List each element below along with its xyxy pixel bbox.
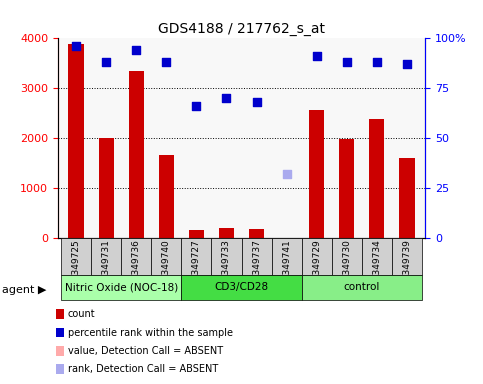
FancyBboxPatch shape	[302, 275, 422, 300]
FancyBboxPatch shape	[212, 238, 242, 275]
Bar	[309, 110, 324, 238]
Text: GSM349731: GSM349731	[101, 239, 111, 294]
Bar	[159, 155, 174, 238]
FancyBboxPatch shape	[242, 238, 271, 275]
Point	[343, 59, 351, 65]
Text: GSM349740: GSM349740	[162, 239, 171, 294]
FancyBboxPatch shape	[61, 238, 91, 275]
FancyBboxPatch shape	[91, 238, 121, 275]
Bar	[189, 230, 204, 238]
Text: GSM349729: GSM349729	[312, 239, 321, 294]
Text: Nitric Oxide (NOC-18): Nitric Oxide (NOC-18)	[65, 282, 178, 292]
Point	[193, 103, 200, 109]
Text: value, Detection Call = ABSENT: value, Detection Call = ABSENT	[68, 346, 223, 356]
Text: control: control	[344, 282, 380, 292]
Text: GSM349741: GSM349741	[282, 239, 291, 294]
Bar	[128, 71, 144, 238]
Text: GSM349725: GSM349725	[71, 239, 81, 294]
Text: GSM349737: GSM349737	[252, 239, 261, 294]
Point	[403, 61, 411, 68]
Text: GSM349733: GSM349733	[222, 239, 231, 294]
Bar	[99, 138, 114, 238]
Text: GSM349736: GSM349736	[132, 239, 141, 294]
Title: GDS4188 / 217762_s_at: GDS4188 / 217762_s_at	[158, 22, 325, 36]
Point	[162, 59, 170, 65]
Point	[132, 47, 140, 53]
Text: CD3/CD28: CD3/CD28	[214, 282, 269, 292]
Point	[373, 59, 381, 65]
FancyBboxPatch shape	[181, 238, 212, 275]
Bar	[249, 229, 264, 238]
FancyBboxPatch shape	[61, 275, 181, 300]
Point	[253, 99, 260, 105]
Text: GSM349734: GSM349734	[372, 239, 382, 294]
Text: GSM349739: GSM349739	[402, 239, 412, 294]
FancyBboxPatch shape	[302, 238, 332, 275]
FancyBboxPatch shape	[121, 238, 151, 275]
Point	[72, 43, 80, 50]
Bar	[369, 119, 384, 238]
FancyBboxPatch shape	[181, 275, 302, 300]
FancyBboxPatch shape	[362, 238, 392, 275]
Bar	[399, 158, 414, 238]
Bar	[339, 139, 355, 238]
Text: GSM349727: GSM349727	[192, 239, 201, 294]
Point	[102, 59, 110, 65]
Text: GSM349730: GSM349730	[342, 239, 351, 294]
Text: percentile rank within the sample: percentile rank within the sample	[68, 328, 233, 338]
FancyBboxPatch shape	[392, 238, 422, 275]
FancyBboxPatch shape	[271, 238, 302, 275]
Point	[223, 95, 230, 101]
Point	[283, 171, 290, 177]
Text: agent ▶: agent ▶	[2, 285, 47, 295]
Bar	[219, 228, 234, 238]
FancyBboxPatch shape	[332, 238, 362, 275]
Bar	[69, 45, 84, 238]
Point	[313, 53, 321, 60]
FancyBboxPatch shape	[151, 238, 181, 275]
Text: rank, Detection Call = ABSENT: rank, Detection Call = ABSENT	[68, 364, 218, 374]
Text: count: count	[68, 309, 95, 319]
